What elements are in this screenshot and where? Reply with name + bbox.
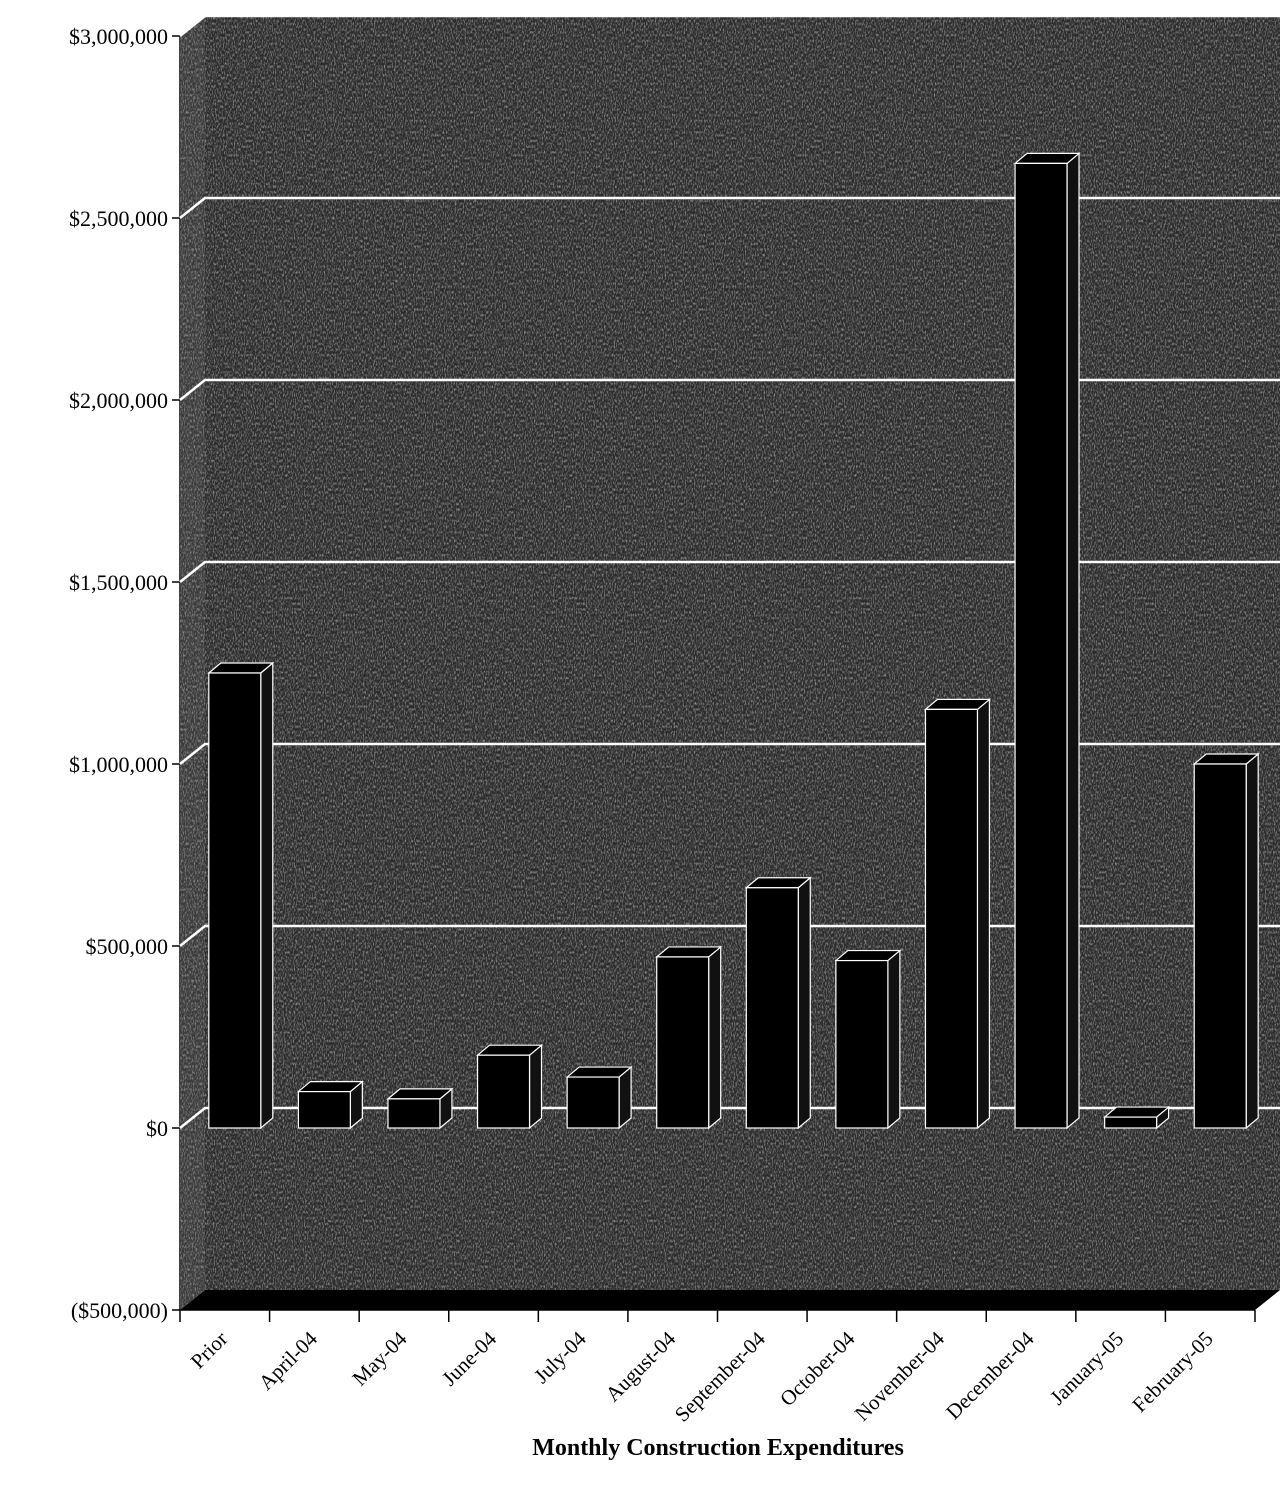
bar-side xyxy=(260,661,274,1130)
x-tick-label: December-04 xyxy=(941,1326,1039,1424)
bar-side xyxy=(1066,152,1080,1130)
gridline xyxy=(179,1106,1280,1129)
x-axis-title: Monthly Construction Expenditures xyxy=(532,1435,904,1461)
chart-wall xyxy=(180,16,1280,1310)
bar xyxy=(565,1065,633,1130)
bar-top xyxy=(1192,753,1260,765)
bar-top xyxy=(475,1044,544,1056)
back-wall-texture xyxy=(205,16,1280,1290)
x-tick-label: November-04 xyxy=(850,1326,949,1425)
bar-front xyxy=(1193,763,1247,1129)
bar-top xyxy=(386,1088,454,1100)
bar-top xyxy=(744,877,812,889)
bar-side xyxy=(1245,752,1259,1130)
bar xyxy=(655,945,723,1130)
bar-top xyxy=(1013,152,1081,164)
bar-side xyxy=(708,945,722,1130)
x-tick-label: January-05 xyxy=(1045,1327,1128,1410)
bar xyxy=(1102,1105,1171,1130)
x-tick-label: June-04 xyxy=(437,1326,501,1390)
gridline xyxy=(179,14,1280,37)
x-tick-label: Prior xyxy=(186,1327,233,1374)
gridline xyxy=(179,560,1280,583)
gridline xyxy=(179,196,1280,219)
bar xyxy=(1192,752,1260,1130)
y-tick-label: $2,500,000 xyxy=(69,206,168,231)
x-tick-label: May-04 xyxy=(348,1326,412,1390)
y-tick-label: $3,000,000 xyxy=(69,24,168,49)
bar xyxy=(207,661,275,1130)
side-wall-texture xyxy=(180,16,205,1310)
y-tick-label: $1,000,000 xyxy=(69,752,168,777)
bar xyxy=(386,1087,454,1130)
bar xyxy=(296,1080,365,1130)
gridline xyxy=(179,378,1280,401)
bar-front xyxy=(656,956,710,1129)
x-tick-label: February-05 xyxy=(1127,1327,1217,1417)
bars xyxy=(207,152,1260,1130)
bar-front xyxy=(835,959,889,1129)
bar-front xyxy=(208,672,262,1129)
bar-top xyxy=(923,698,992,711)
bar-front xyxy=(387,1098,441,1129)
y-tick-label: $2,000,000 xyxy=(69,388,168,413)
bar-front xyxy=(1014,162,1068,1129)
bar xyxy=(475,1043,544,1130)
x-tick-label: September-04 xyxy=(670,1326,770,1426)
y-tick-label: $500,000 xyxy=(86,934,169,959)
bar-front xyxy=(1104,1116,1158,1129)
bar xyxy=(1013,152,1081,1130)
bar-front xyxy=(924,708,979,1129)
bar-side xyxy=(528,1043,543,1130)
bar-top xyxy=(655,946,723,958)
bar-top xyxy=(834,949,902,962)
bar xyxy=(923,698,992,1130)
bar xyxy=(744,876,812,1130)
bar-top xyxy=(296,1080,365,1093)
bar-side xyxy=(976,698,991,1130)
bar-side xyxy=(887,949,901,1130)
bar-front xyxy=(476,1054,531,1129)
y-tick-label: $1,500,000 xyxy=(69,570,168,595)
bar-front xyxy=(566,1076,620,1129)
bar xyxy=(834,949,902,1130)
y-tick-label: $0 xyxy=(146,1116,168,1141)
bar-front xyxy=(745,887,799,1129)
y-tick-label: ($500,000) xyxy=(71,1298,168,1323)
x-tick-label: October-04 xyxy=(775,1326,860,1411)
x-tick-label: July-04 xyxy=(529,1326,591,1388)
bar-top xyxy=(207,662,275,674)
bar-top xyxy=(1102,1106,1171,1118)
gridlines xyxy=(179,14,1280,1129)
gridline xyxy=(179,742,1280,765)
gridline xyxy=(179,924,1280,947)
x-tick-label: April-04 xyxy=(254,1326,322,1394)
bar-front xyxy=(297,1090,351,1129)
floor xyxy=(180,1290,1280,1310)
x-tick-label: August-04 xyxy=(601,1326,681,1406)
bar-side xyxy=(797,876,811,1130)
bar-top xyxy=(565,1066,633,1078)
